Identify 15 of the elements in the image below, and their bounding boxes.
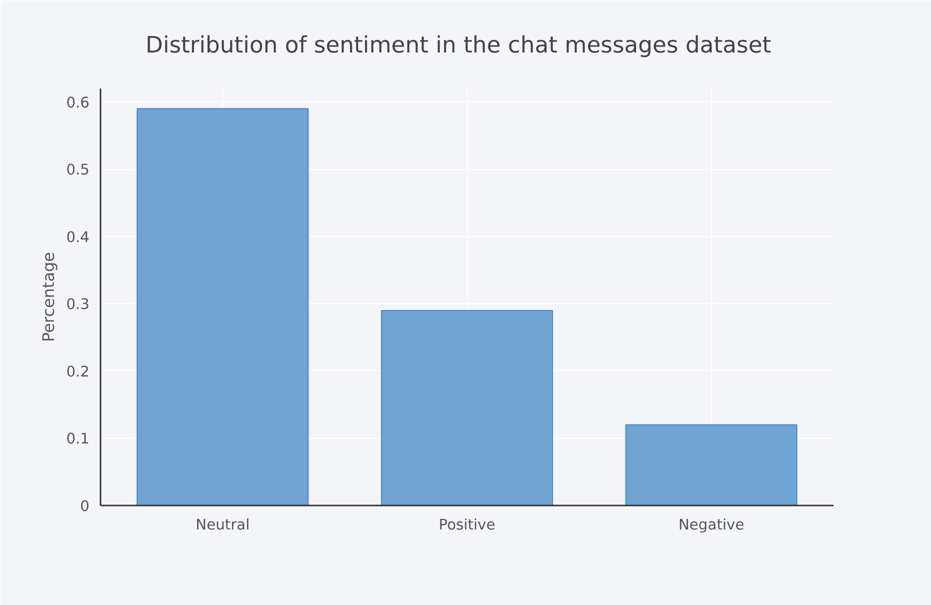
x-tick-label: Neutral bbox=[196, 516, 250, 534]
y-tick-label: 0.3 bbox=[66, 296, 90, 314]
y-tick-label: 0 bbox=[80, 498, 90, 515]
y-tick-label: 0.2 bbox=[66, 363, 90, 380]
y-tick-label: 0.1 bbox=[66, 430, 90, 448]
y-tick-label: 0.5 bbox=[66, 162, 90, 179]
y-axis-title: Percentage bbox=[39, 252, 58, 342]
y-tick-label: 0.6 bbox=[66, 94, 90, 112]
chart-title: Distribution of sentiment in the chat messages dataset bbox=[146, 32, 772, 58]
bar bbox=[380, 310, 554, 506]
bar bbox=[136, 108, 309, 506]
x-tick-label: Positive bbox=[438, 516, 496, 534]
x-tick-label: Negative bbox=[678, 516, 744, 534]
y-tick-label: 0.4 bbox=[66, 228, 90, 246]
bar bbox=[625, 424, 798, 506]
